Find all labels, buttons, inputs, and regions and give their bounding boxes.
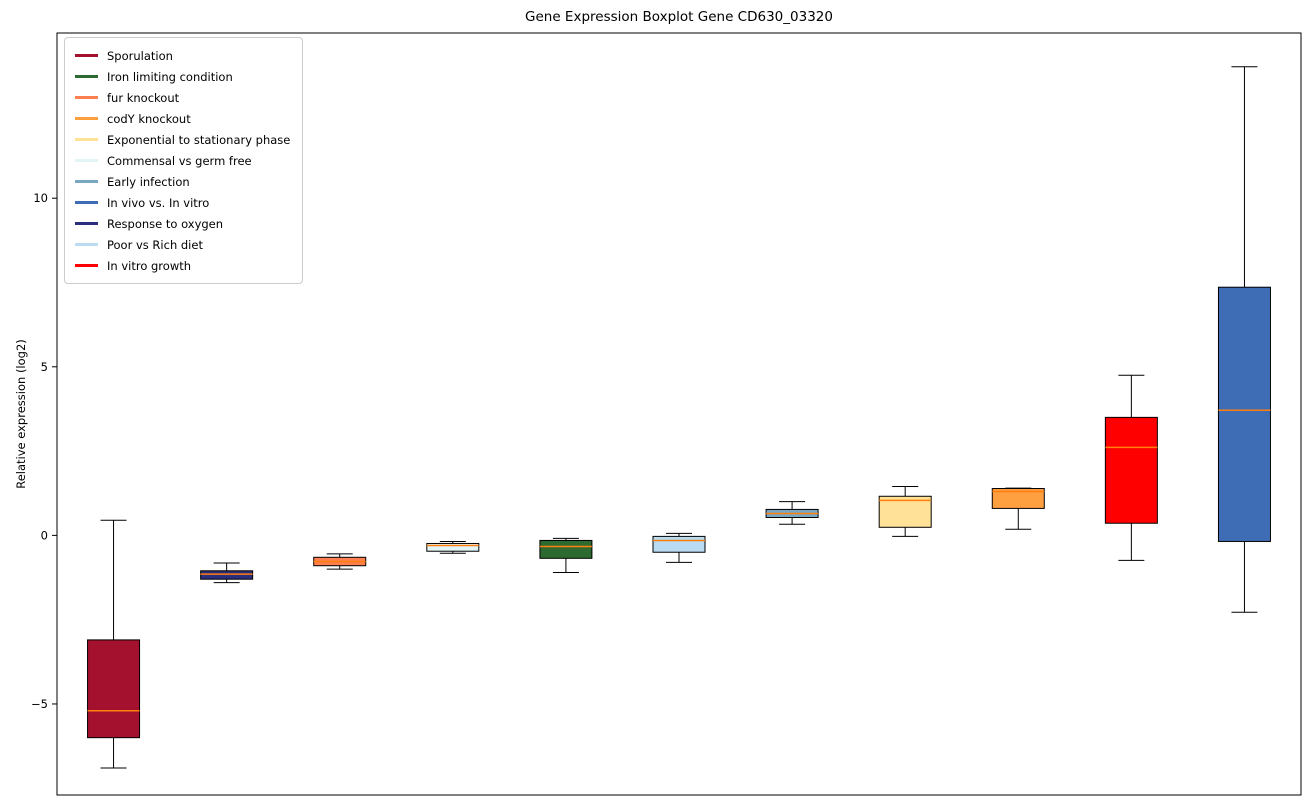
legend-swatch xyxy=(75,138,98,141)
legend-swatch xyxy=(75,54,98,57)
legend-swatch xyxy=(75,201,98,204)
box-0 xyxy=(87,639,141,739)
legend-label: In vivo vs. In vitro xyxy=(107,195,210,210)
legend-label: Poor vs Rich diet xyxy=(107,237,203,252)
legend-item: Poor vs Rich diet xyxy=(75,234,290,255)
legend-swatch xyxy=(75,75,98,78)
box-8 xyxy=(991,488,1045,509)
legend-swatch xyxy=(75,96,98,99)
box-4 xyxy=(539,539,593,559)
box-7 xyxy=(878,495,932,528)
legend-label: Response to oxygen xyxy=(107,216,224,231)
legend-item: Early infection xyxy=(75,171,290,192)
legend-swatch xyxy=(75,117,98,120)
box-10 xyxy=(1217,286,1271,542)
legend-swatch xyxy=(75,243,98,246)
legend-item: fur knockout xyxy=(75,87,290,108)
box-1 xyxy=(200,570,254,580)
y-tick-label: −5 xyxy=(31,697,48,711)
y-axis-label: Relative expression (log2) xyxy=(14,339,28,489)
legend-item: Exponential to stationary phase xyxy=(75,129,290,150)
legend-label: codY knockout xyxy=(107,111,191,126)
legend-label: Iron limiting condition xyxy=(107,69,233,84)
box-3 xyxy=(426,542,480,552)
legend-label: In vitro growth xyxy=(107,258,192,273)
legend-swatch xyxy=(75,264,98,267)
legend-label: Commensal vs germ free xyxy=(107,153,252,168)
box-5 xyxy=(652,535,706,553)
y-tick-label: 0 xyxy=(41,528,48,542)
legend-item: Commensal vs germ free xyxy=(75,150,290,171)
box-9 xyxy=(1104,416,1158,524)
legend-item: In vivo vs. In vitro xyxy=(75,192,290,213)
legend-label: Early infection xyxy=(107,174,190,189)
legend-item: Sporulation xyxy=(75,45,290,66)
legend-item: Iron limiting condition xyxy=(75,66,290,87)
legend-swatch xyxy=(75,180,98,183)
y-tick-label: 5 xyxy=(41,360,48,374)
legend-label: fur knockout xyxy=(107,90,180,105)
legend: Sporulation Iron limiting condition fur kn… xyxy=(64,37,304,284)
legend-swatch xyxy=(75,222,98,225)
y-tick-label: 10 xyxy=(33,191,48,205)
chart-title: Gene Expression Boxplot Gene CD630_03320 xyxy=(525,9,833,25)
legend-label: Exponential to stationary phase xyxy=(107,132,291,147)
legend-item: In vitro growth xyxy=(75,255,290,276)
legend-swatch xyxy=(75,159,98,162)
legend-item: Response to oxygen xyxy=(75,213,290,234)
legend-item: codY knockout xyxy=(75,108,290,129)
legend-label: Sporulation xyxy=(107,48,173,63)
